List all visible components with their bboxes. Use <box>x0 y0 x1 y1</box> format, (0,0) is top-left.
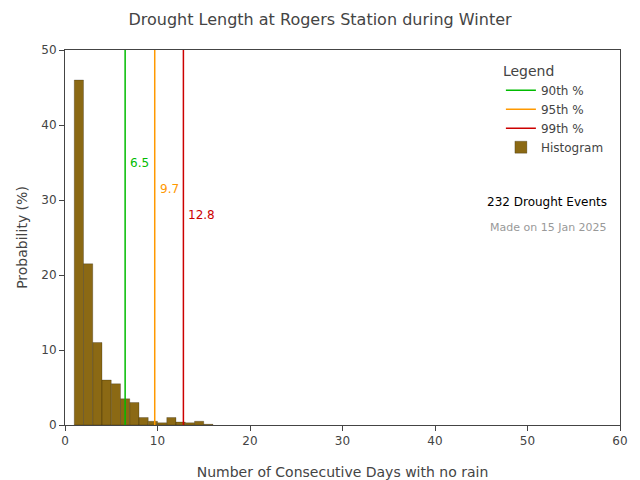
svg-text:50: 50 <box>520 434 535 448</box>
svg-text:12.8: 12.8 <box>188 208 215 222</box>
svg-text:Histogram: Histogram <box>541 141 603 155</box>
svg-text:20: 20 <box>242 434 257 448</box>
svg-text:40: 40 <box>41 118 56 132</box>
svg-text:Legend: Legend <box>503 63 554 79</box>
svg-text:Made on 15 Jan 2025: Made on 15 Jan 2025 <box>490 221 607 234</box>
svg-text:0: 0 <box>61 434 69 448</box>
svg-text:40: 40 <box>427 434 442 448</box>
svg-text:0: 0 <box>49 418 57 432</box>
svg-text:6.5: 6.5 <box>130 156 149 170</box>
svg-text:Drought Length at Rogers Stati: Drought Length at Rogers Station during … <box>128 10 512 29</box>
svg-text:30: 30 <box>335 434 350 448</box>
svg-text:95th %: 95th % <box>541 103 584 117</box>
svg-text:232 Drought Events: 232 Drought Events <box>487 195 607 209</box>
svg-text:50: 50 <box>41 43 56 57</box>
svg-text:60: 60 <box>612 434 627 448</box>
svg-text:10: 10 <box>150 434 165 448</box>
svg-text:Number of Consecutive Days wit: Number of Consecutive Days with no rain <box>197 464 489 480</box>
svg-text:Probability (%): Probability (%) <box>14 186 30 289</box>
svg-text:99th %: 99th % <box>541 122 584 136</box>
svg-text:90th %: 90th % <box>541 84 584 98</box>
svg-text:9.7: 9.7 <box>160 182 179 196</box>
svg-text:20: 20 <box>41 268 56 282</box>
svg-text:10: 10 <box>41 343 56 357</box>
svg-text:30: 30 <box>41 193 56 207</box>
